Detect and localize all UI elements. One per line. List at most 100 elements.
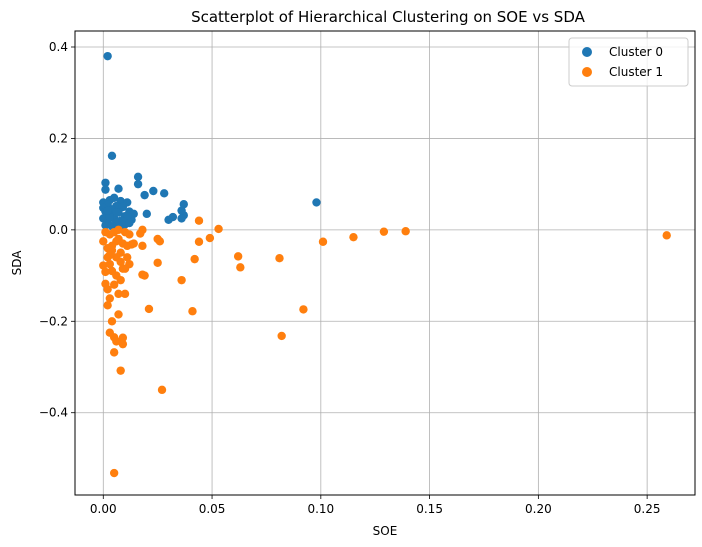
x-tick-label: 0.20 — [525, 502, 552, 516]
cluster-1-point — [116, 248, 125, 257]
cluster-1-point — [101, 227, 110, 237]
cluster-0-point — [142, 209, 151, 219]
cluster-1-point — [299, 305, 308, 314]
y-tick-label: 0.2 — [49, 131, 68, 145]
cluster-1-point — [318, 237, 328, 246]
cluster-1-point — [401, 227, 410, 236]
cluster-1-point — [101, 279, 110, 288]
cluster-1-point — [112, 337, 121, 346]
cluster-0-point — [105, 212, 115, 222]
chart-title: Scatterplot of Hierarchical Clustering o… — [191, 8, 586, 26]
cluster-1-point — [99, 261, 108, 270]
cluster-0-point — [164, 215, 173, 224]
x-axis-ticks: 0.00 0.05 0.10 0.15 0.20 0.25 — [90, 495, 661, 516]
cluster-1-point — [157, 385, 167, 395]
y-axis-label: SDA — [10, 250, 24, 276]
cluster-0-point — [103, 51, 112, 61]
cluster-1-point — [275, 254, 284, 263]
cluster-1-point — [349, 232, 358, 242]
cluster-0-point — [101, 221, 110, 230]
cluster-0-point — [179, 200, 188, 209]
cluster-0-point — [101, 178, 110, 187]
cluster-1-point — [105, 294, 115, 303]
cluster-1-point — [233, 252, 243, 261]
cluster-0-point — [133, 179, 143, 189]
cluster-1-point — [662, 231, 671, 240]
x-tick-label: 0.10 — [307, 502, 334, 516]
grid-lines — [75, 31, 695, 495]
y-tick-label: −0.2 — [39, 314, 68, 328]
cluster-0-point — [101, 185, 110, 194]
cluster-0-point — [140, 190, 149, 200]
cluster-1-point — [109, 348, 119, 357]
cluster-1-point — [379, 227, 389, 236]
cluster-1-point — [153, 258, 162, 267]
y-tick-label: 0.0 — [49, 223, 68, 237]
legend-box — [568, 37, 689, 87]
cluster-1-point — [107, 317, 117, 326]
cluster-1-point — [118, 264, 128, 273]
cluster-1-point — [177, 275, 186, 285]
cluster-1-point — [190, 254, 199, 264]
cluster-1-point — [116, 275, 125, 285]
cluster-0-point — [149, 186, 158, 196]
cluster-1-point — [138, 241, 147, 251]
cluster-1-point — [105, 259, 115, 269]
cluster-0-point — [107, 151, 117, 160]
cluster-1-point — [129, 239, 138, 248]
cluster-1-point — [105, 328, 115, 337]
data-points — [99, 51, 671, 478]
legend-marker-cluster-1 — [582, 67, 592, 77]
cluster-1-point — [114, 289, 123, 299]
x-axis-label: SOE — [373, 524, 398, 538]
x-tick-label: 0.25 — [634, 502, 661, 516]
legend-label-cluster-1: Cluster 1 — [609, 65, 663, 79]
cluster-0-point — [118, 217, 128, 226]
cluster-1-point — [123, 253, 132, 262]
cluster-0-point — [159, 189, 169, 198]
cluster-1-point — [101, 267, 110, 277]
cluster-0-point — [125, 218, 134, 228]
y-tick-label: −0.4 — [39, 406, 68, 420]
cluster-1-point — [118, 333, 128, 342]
cluster-0-point — [112, 208, 121, 217]
cluster-1-point — [114, 310, 123, 319]
cluster-1-point — [153, 234, 162, 244]
plot-area-frame — [74, 30, 696, 496]
cluster-1-point — [112, 237, 121, 246]
cluster-1-point — [105, 250, 115, 260]
legend: Cluster 0 Cluster 1 — [568, 37, 689, 87]
cluster-1-point — [116, 366, 125, 375]
legend-label-cluster-0: Cluster 0 — [609, 45, 663, 59]
cluster-1-point — [236, 263, 245, 272]
cluster-1-point — [114, 225, 123, 235]
x-tick-label: 0.15 — [416, 502, 443, 516]
cluster-1-point — [103, 301, 112, 310]
cluster-1-point — [109, 468, 119, 478]
cluster-1-point — [188, 307, 197, 316]
x-tick-label: 0.00 — [90, 502, 117, 516]
cluster-1-point — [277, 331, 286, 341]
cluster-0-point — [177, 214, 186, 223]
legend-marker-cluster-0 — [582, 47, 592, 57]
cluster-1-point — [109, 280, 119, 289]
cluster-1-point — [120, 289, 130, 299]
cluster-0-point — [133, 172, 143, 182]
cluster-1-point — [125, 230, 134, 239]
y-tick-label: 0.4 — [49, 40, 68, 54]
cluster-1-point — [107, 266, 117, 276]
cluster-0-point — [103, 206, 112, 215]
cluster-1-point — [123, 241, 132, 251]
cluster-1-point — [205, 233, 215, 243]
cluster-1-point — [116, 257, 125, 267]
cluster-1-point — [214, 224, 223, 234]
cluster-0-point — [114, 184, 123, 193]
cluster-1-point — [140, 271, 149, 280]
cluster-1-point — [194, 237, 204, 246]
cluster-1-point — [99, 237, 108, 246]
x-tick-label: 0.05 — [199, 502, 226, 516]
cluster-1-point — [136, 229, 145, 238]
cluster-0-point — [312, 198, 321, 207]
cluster-1-point — [118, 339, 128, 349]
